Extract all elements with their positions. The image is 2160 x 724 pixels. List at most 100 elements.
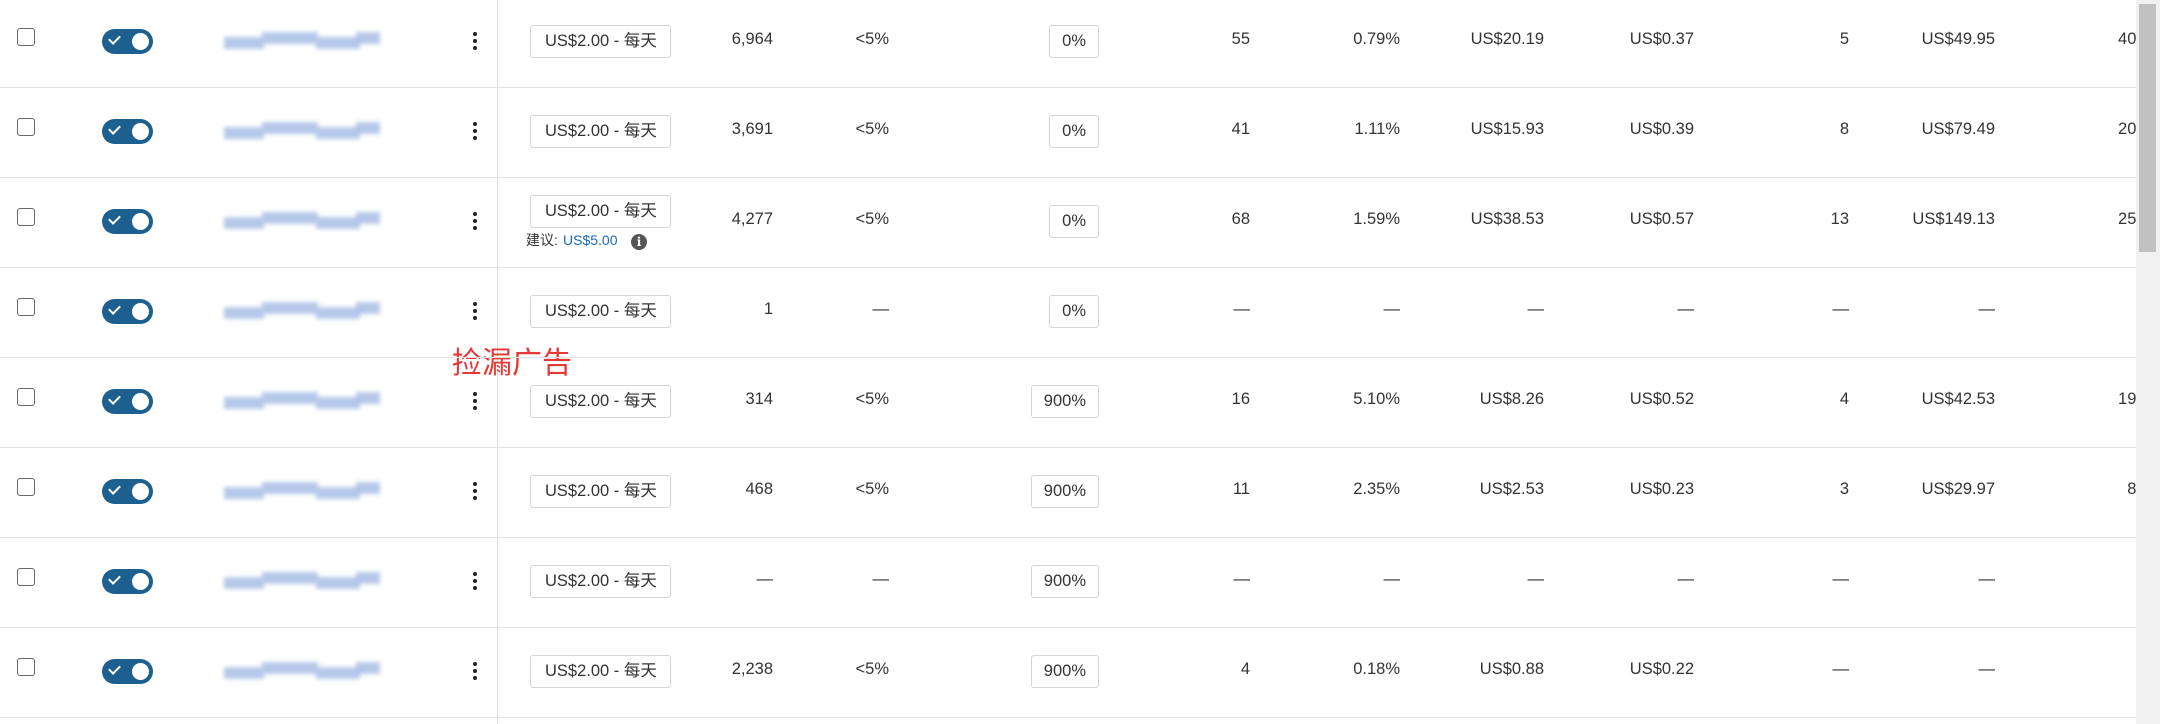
bid-adjustment-box[interactable]: 0% (1049, 205, 1099, 238)
cpc: US$0.22 (1629, 660, 1694, 678)
clicks: — (1233, 570, 1251, 588)
toggle-knob (132, 303, 149, 320)
cpc: — (1677, 300, 1695, 318)
column-divider (497, 0, 498, 724)
sales: — (1978, 300, 1996, 318)
blurred-name (356, 122, 380, 134)
toggle-knob (132, 483, 149, 500)
status-toggle[interactable] (102, 119, 153, 144)
menu-dot (473, 586, 477, 590)
row-menu[interactable] (473, 662, 477, 683)
blurred-name (316, 487, 360, 499)
clicks: 4 (1240, 660, 1250, 678)
suggestion-value[interactable]: US$5.00 (563, 232, 618, 248)
budget-box[interactable]: US$2.00 - 每天 (530, 195, 671, 228)
row-menu[interactable] (473, 572, 477, 593)
row-menu[interactable] (473, 482, 477, 503)
toggle-knob (132, 123, 149, 140)
row-checkbox[interactable] (17, 118, 35, 136)
status-toggle[interactable] (102, 569, 153, 594)
row-checkbox[interactable] (17, 388, 35, 406)
menu-dot (473, 489, 477, 493)
cpc: US$0.57 (1629, 210, 1694, 228)
toggle-knob (132, 663, 149, 680)
blurred-name (262, 122, 318, 134)
bid-adjustment-box[interactable]: 0% (1049, 25, 1099, 58)
toggle-check (108, 32, 121, 45)
menu-dot (473, 302, 477, 306)
impression-share: <5% (855, 120, 889, 138)
clicks: 55 (1231, 30, 1250, 48)
row-checkbox[interactable] (17, 568, 35, 586)
impressions: 6,964 (731, 30, 773, 48)
scrollbar-thumb[interactable] (2139, 4, 2156, 252)
row-checkbox[interactable] (17, 28, 35, 46)
menu-dot (473, 136, 477, 140)
row-menu[interactable] (473, 32, 477, 53)
bid-adjustment-box[interactable]: 0% (1049, 295, 1099, 328)
bid-adjustment-box[interactable]: 900% (1030, 565, 1099, 598)
bid-adjustment-box[interactable]: 900% (1030, 385, 1099, 418)
row-checkbox[interactable] (17, 478, 35, 496)
budget-box[interactable]: US$2.00 - 每天 (530, 295, 671, 328)
row-menu[interactable] (473, 302, 477, 323)
status-toggle[interactable] (102, 659, 153, 684)
menu-dot (473, 46, 477, 50)
status-toggle[interactable] (102, 29, 153, 54)
clicks: — (1233, 300, 1251, 318)
status-toggle[interactable] (102, 479, 153, 504)
budget-box[interactable]: US$2.00 - 每天 (530, 565, 671, 598)
bid-adjustment-box[interactable]: 0% (1049, 115, 1099, 148)
budget-box[interactable]: US$2.00 - 每天 (530, 475, 671, 508)
blurred-name (356, 212, 380, 224)
ctr: 2.35% (1353, 480, 1400, 498)
row-menu[interactable] (473, 392, 477, 413)
blurred-name (356, 32, 380, 44)
menu-dot (473, 496, 477, 500)
clicks: 11 (1232, 480, 1250, 498)
toggle-check (108, 572, 121, 585)
menu-dot (473, 226, 477, 230)
blurred-name (316, 217, 360, 229)
row-checkbox[interactable] (17, 298, 35, 316)
spend: US$38.53 (1470, 210, 1544, 228)
spend: US$8.26 (1479, 390, 1544, 408)
sales: US$42.53 (1921, 390, 1995, 408)
ctr: 1.11% (1354, 120, 1400, 138)
toggle-check (108, 662, 121, 675)
row-menu[interactable] (473, 212, 477, 233)
budget-box[interactable]: US$2.00 - 每天 (530, 385, 671, 418)
row-checkbox[interactable] (17, 658, 35, 676)
budget-box[interactable]: US$2.00 - 每天 (530, 115, 671, 148)
table-row: US$2.00 - 每天0%1———————— (0, 268, 2160, 358)
blurred-name (262, 482, 318, 494)
blurred-name (262, 212, 318, 224)
menu-dot (473, 662, 477, 666)
menu-dot (473, 32, 477, 36)
sales: US$79.49 (1921, 120, 1995, 138)
spend: US$0.88 (1479, 660, 1544, 678)
budget-box[interactable]: US$2.00 - 每天 (530, 655, 671, 688)
menu-dot (473, 482, 477, 486)
status-toggle[interactable] (102, 389, 153, 414)
scrollbar[interactable] (2136, 0, 2160, 724)
ctr: — (1383, 570, 1401, 588)
blurred-name (316, 667, 360, 679)
ctr: 5.10% (1353, 390, 1400, 408)
status-toggle[interactable] (102, 209, 153, 234)
row-checkbox[interactable] (17, 208, 35, 226)
blurred-name (262, 662, 318, 674)
blurred-name (224, 667, 264, 679)
blurred-name (316, 307, 360, 319)
impressions: 314 (745, 390, 773, 408)
bid-adjustment-box[interactable]: 900% (1030, 475, 1099, 508)
status-toggle[interactable] (102, 299, 153, 324)
row-menu[interactable] (473, 122, 477, 143)
budget-box[interactable]: US$2.00 - 每天 (530, 25, 671, 58)
orders: 8 (1839, 120, 1849, 138)
toggle-knob (132, 33, 149, 50)
ctr: — (1383, 300, 1401, 318)
blurred-name (356, 662, 380, 674)
bid-adjustment-box[interactable]: 900% (1030, 655, 1099, 688)
